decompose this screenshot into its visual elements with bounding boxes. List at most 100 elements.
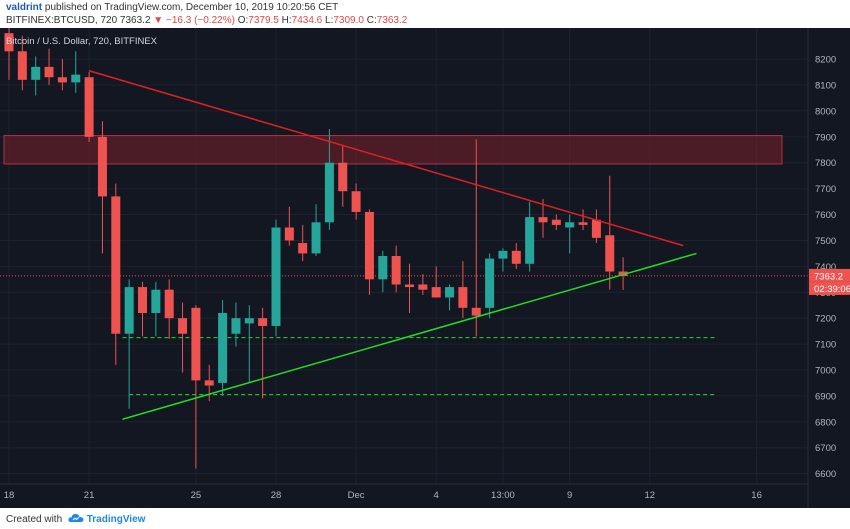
candle-body — [111, 196, 121, 334]
candle — [591, 209, 601, 244]
candle-body — [244, 318, 254, 324]
candle — [605, 175, 615, 290]
price-tick-label: 7000 — [815, 366, 836, 377]
candle-body — [84, 77, 94, 137]
candle-body — [17, 51, 27, 80]
candle-body — [498, 250, 508, 259]
price-tick-label: 7900 — [815, 132, 836, 143]
price-tick-label: 7600 — [815, 210, 836, 221]
candles — [4, 25, 628, 469]
candle — [31, 56, 41, 96]
candle — [17, 35, 27, 91]
price-tick-label: 7200 — [815, 314, 836, 325]
open-label: O: — [237, 15, 249, 26]
candle — [431, 266, 441, 298]
candle — [498, 248, 508, 272]
candle-body — [391, 256, 401, 285]
price-tick-label: 6800 — [815, 417, 836, 428]
candle — [44, 48, 54, 85]
time-tick-label: 13:00 — [491, 490, 515, 501]
created-with: Created with TradingView — [6, 513, 145, 525]
candle-body — [418, 284, 428, 290]
candle-body — [364, 211, 374, 280]
last-price-tag-label: 7363.2 — [814, 271, 843, 282]
candle — [445, 284, 455, 311]
countdown-tag — [809, 281, 850, 295]
candle — [485, 253, 495, 319]
candle — [284, 206, 294, 246]
time-tick-label: 12 — [645, 490, 656, 501]
time-tick-label: 25 — [191, 490, 202, 501]
created-with-label: Created with — [6, 514, 63, 525]
author-name[interactable]: valdrint — [6, 2, 43, 13]
candle — [164, 279, 174, 339]
last-price-tag — [809, 268, 850, 282]
candle-body — [138, 287, 147, 313]
candle-body — [458, 287, 468, 308]
candle-body — [378, 256, 388, 280]
tradingview-cloud-icon — [68, 514, 84, 522]
candle — [418, 274, 428, 295]
price-tick-label: 7800 — [815, 158, 836, 169]
countdown-tag-label: 02:39:06 — [814, 284, 850, 295]
time-tick-label: 16 — [751, 490, 762, 501]
supply-zone — [3, 135, 783, 165]
candle-body — [44, 66, 54, 78]
candle-body — [431, 287, 441, 298]
candle — [551, 214, 561, 231]
candle — [124, 279, 134, 409]
plot-background — [0, 28, 808, 484]
ohlc-line: BITFINEX:BTCUSD, 720 7363.2 ▼ −16.3 (−0.… — [6, 15, 407, 26]
candle — [138, 281, 147, 337]
candle — [4, 25, 14, 80]
price-label: 7363.2 — [119, 15, 151, 26]
published-line: valdrint published on TradingView.com, D… — [6, 2, 338, 13]
time-tick-label: 28 — [271, 490, 282, 501]
chart-title: Bitcoin / U.S. Dollar, 720, BITFINEX — [6, 36, 158, 47]
symbol-label: BITFINEX:BTCUSD, 720 — [6, 15, 118, 26]
candle-body — [578, 222, 588, 225]
candle-body — [231, 318, 241, 334]
price-tick-label: 7700 — [815, 184, 836, 195]
price-axis — [808, 28, 850, 508]
price-tick-label: 7500 — [815, 236, 836, 247]
price-tick-label: 6700 — [815, 443, 836, 454]
candle — [57, 59, 67, 91]
change-label: −16.3 (−0.22%) — [165, 15, 235, 26]
candle — [204, 364, 214, 402]
tradingview-brand[interactable]: TradingView — [86, 514, 146, 525]
candle — [71, 51, 81, 93]
candle — [458, 261, 468, 319]
price-tick-label: 7100 — [815, 340, 836, 351]
candle-body — [284, 227, 294, 241]
candle-body — [445, 287, 455, 298]
candle-body — [551, 219, 561, 225]
time-tick-label: 4 — [434, 490, 439, 501]
candle — [298, 224, 308, 262]
candle-body — [31, 66, 41, 80]
time-tick-label: 21 — [84, 490, 95, 501]
chart-area[interactable]: 6600670068006900700071007200730074007500… — [0, 25, 850, 508]
chart-footer: Created with TradingView — [0, 508, 850, 529]
candle-body — [124, 287, 134, 334]
candle — [271, 219, 281, 337]
candle-body — [485, 258, 495, 308]
price-tick-label: 8100 — [815, 81, 836, 92]
candle — [231, 302, 241, 347]
support-trendline — [122, 252, 697, 420]
candle-body — [538, 217, 548, 223]
price-tick-label: 8200 — [815, 55, 836, 66]
candle — [405, 263, 414, 313]
candle-body — [298, 243, 308, 254]
candle-body — [97, 136, 107, 197]
candle-body — [71, 74, 81, 83]
candlestick-chart[interactable]: 6600670068006900700071007200730074007500… — [0, 25, 850, 508]
candle-body — [618, 271, 628, 276]
candle — [151, 281, 161, 337]
time-tick-label: 18 — [4, 490, 15, 501]
candle-body — [218, 313, 228, 383]
candle-body — [471, 307, 481, 316]
price-tick-label: 8000 — [815, 106, 836, 117]
grid-lines — [0, 28, 808, 484]
candle — [218, 300, 228, 396]
